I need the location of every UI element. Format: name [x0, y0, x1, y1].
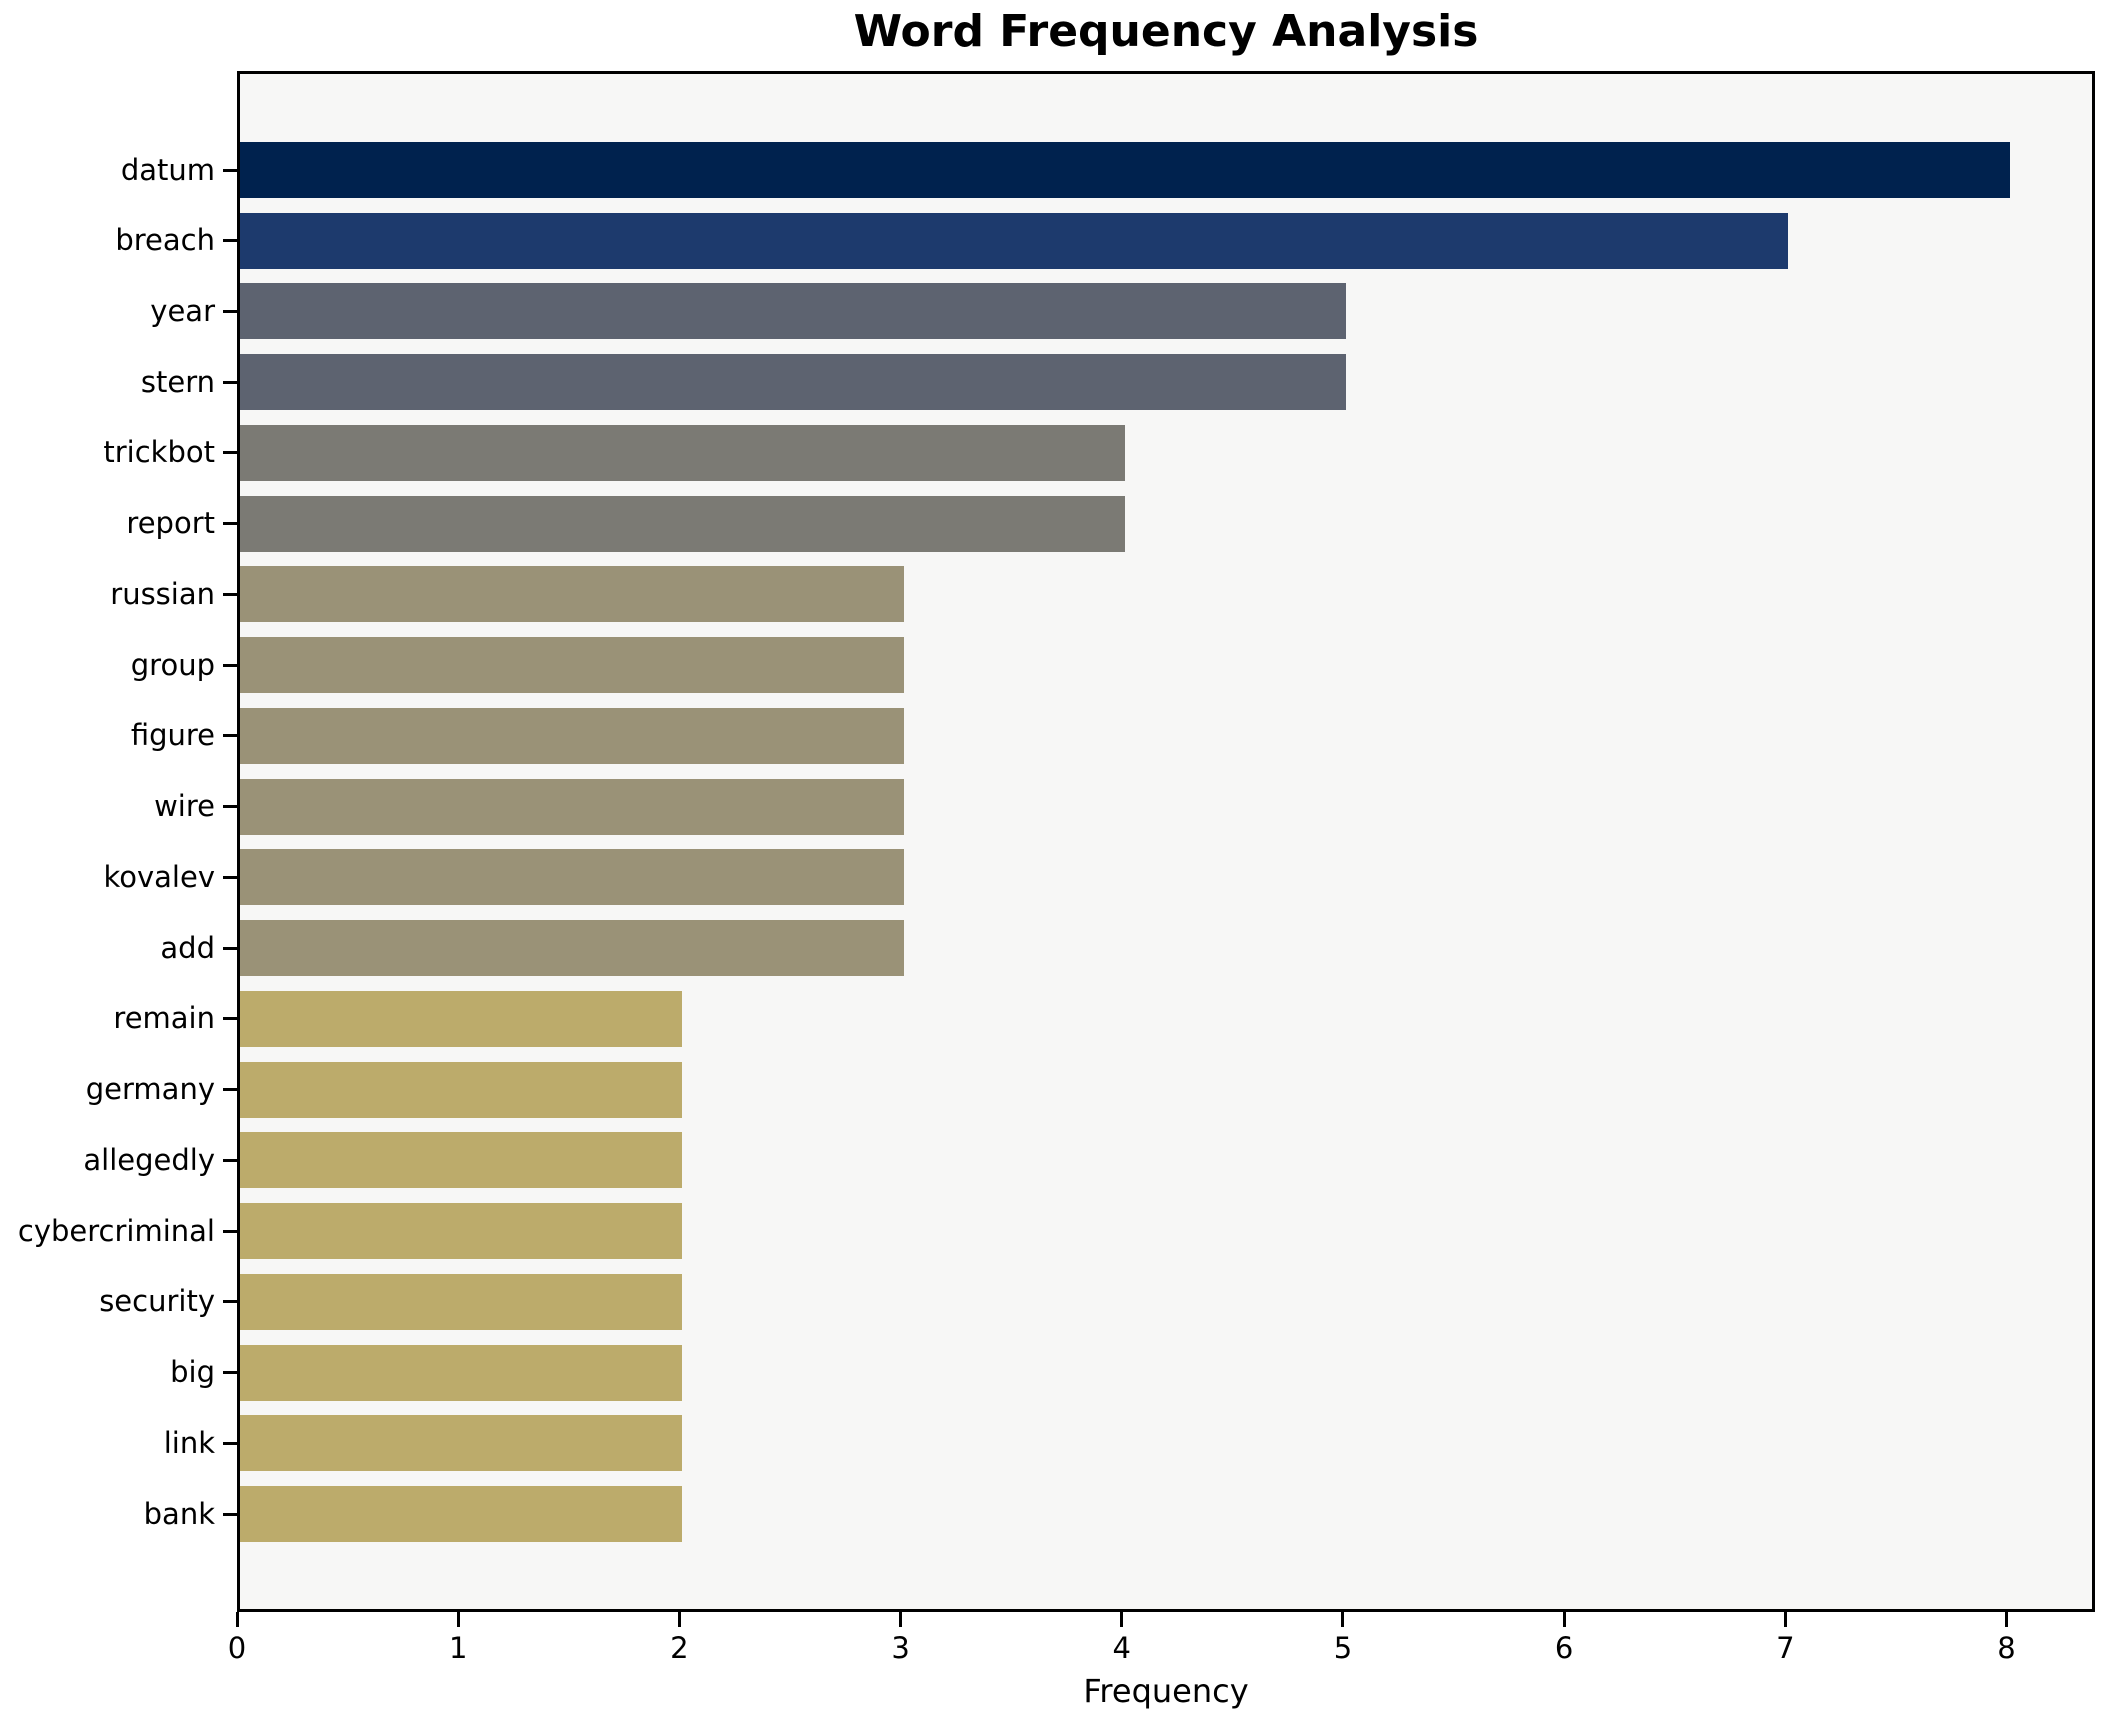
x-tick-label: 7 [1776, 1631, 1795, 1665]
y-tick-mark [223, 1300, 237, 1304]
x-tick-label: 6 [1554, 1631, 1574, 1665]
y-tick-mark [223, 805, 237, 809]
y-tick-label: bank [143, 1496, 215, 1531]
x-tick-mark [456, 1612, 460, 1627]
x-tick-mark [2005, 1612, 2009, 1627]
y-tick-mark [223, 663, 237, 667]
x-tick-mark [1341, 1612, 1345, 1627]
y-tick-mark [223, 1017, 237, 1021]
y-tick-mark [223, 451, 237, 455]
y-tick-mark [223, 1158, 237, 1162]
bar-bank [240, 1486, 683, 1543]
y-tick-label: trickbot [103, 435, 215, 470]
x-tick-label: 8 [1997, 1631, 2016, 1665]
x-tick-mark [899, 1612, 903, 1627]
bar-report [240, 495, 1125, 552]
x-tick-mark [1783, 1612, 1787, 1627]
y-tick-mark [223, 875, 237, 879]
y-tick-label: figure [130, 718, 215, 753]
y-tick-label: group [130, 647, 215, 682]
x-tick-mark [1120, 1612, 1124, 1627]
y-tick-mark [223, 380, 237, 384]
bar-year [240, 283, 1346, 340]
x-tick-label: 0 [227, 1631, 247, 1665]
x-axis-label: Frequency [1083, 1672, 1249, 1710]
y-tick-label: year [150, 293, 215, 328]
x-tick-label: 5 [1333, 1631, 1353, 1665]
y-tick-label: report [126, 506, 215, 541]
y-tick-label: remain [113, 1001, 215, 1036]
y-tick-label: kovalev [103, 859, 216, 894]
x-tick-mark [235, 1612, 239, 1627]
bar-allegedly [240, 1132, 683, 1189]
y-tick-label: stern [140, 364, 215, 399]
y-tick-label: breach [115, 223, 215, 258]
x-tick-label: 1 [448, 1631, 468, 1665]
y-tick-label: cybercriminal [17, 1213, 215, 1248]
y-tick-label: add [160, 930, 215, 965]
y-tick-label: germany [85, 1072, 215, 1107]
bar-remain [240, 990, 683, 1047]
x-tick-label: 4 [1112, 1631, 1131, 1665]
x-tick-mark [1562, 1612, 1566, 1627]
bar-datum [240, 142, 2010, 198]
y-tick-mark [223, 309, 237, 313]
y-tick-label: big [170, 1355, 215, 1390]
y-tick-mark [223, 592, 237, 596]
x-tick-label: 2 [670, 1631, 689, 1665]
bar-link [240, 1415, 683, 1472]
bar-figure [240, 707, 904, 764]
bar-group [240, 637, 904, 694]
bar-kovalev [240, 849, 904, 906]
bar-russian [240, 566, 904, 623]
y-tick-mark [223, 522, 237, 526]
y-tick-label: link [163, 1425, 215, 1460]
y-tick-mark [223, 1512, 237, 1516]
y-tick-mark [223, 946, 237, 950]
y-tick-mark [223, 239, 237, 243]
y-tick-label: wire [154, 789, 215, 824]
bar-add [240, 920, 904, 977]
y-tick-mark [223, 1441, 237, 1445]
bar-trickbot [240, 424, 1125, 481]
bar-germany [240, 1061, 683, 1118]
y-tick-mark [223, 1371, 237, 1375]
y-tick-mark [223, 734, 237, 738]
y-tick-label: datum [120, 152, 215, 187]
x-tick-mark [677, 1612, 681, 1627]
bar-wire [240, 778, 904, 835]
bar-big [240, 1344, 683, 1401]
y-tick-mark [223, 1229, 237, 1233]
y-tick-label: security [99, 1284, 215, 1319]
x-tick-label: 3 [891, 1631, 910, 1665]
bar-stern [240, 354, 1346, 411]
bar-cybercriminal [240, 1203, 683, 1260]
plot-area [237, 71, 2095, 1612]
bar-breach [240, 212, 1789, 269]
y-tick-mark [223, 168, 237, 172]
bar-security [240, 1273, 683, 1330]
y-tick-mark [223, 1088, 237, 1092]
y-tick-label: russian [110, 576, 215, 611]
chart-title: Word Frequency Analysis [853, 6, 1479, 57]
y-tick-label: allegedly [83, 1142, 215, 1177]
